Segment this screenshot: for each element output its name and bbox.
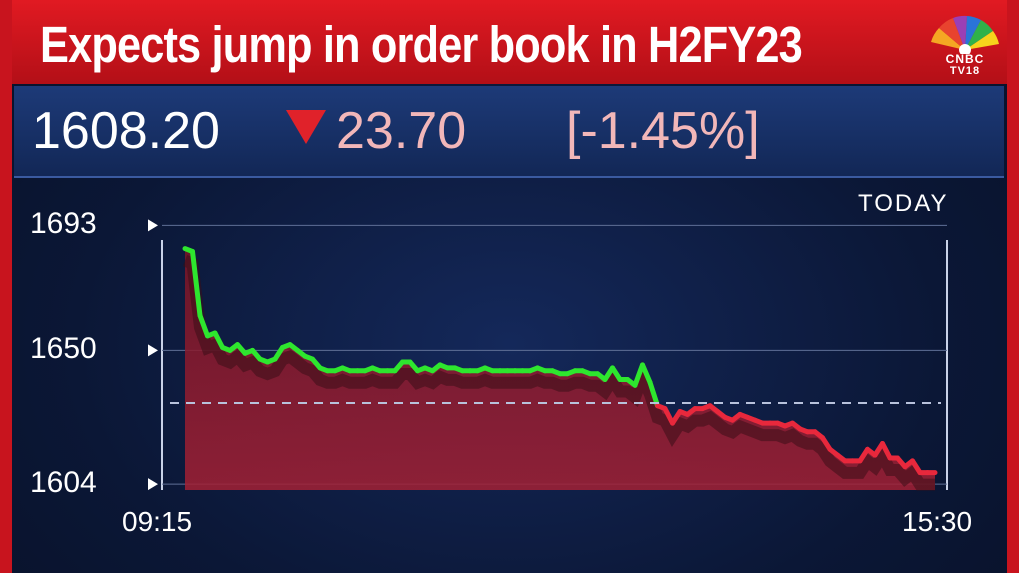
right-red-edge	[1007, 0, 1019, 573]
price-line-segment	[640, 362, 653, 385]
price-line-segment	[190, 249, 203, 318]
cnbc-tv18-logo: CNBC TV18	[928, 12, 1002, 78]
y-tick-marker-1650	[148, 344, 158, 357]
price-line-segment	[880, 441, 893, 461]
period-label: TODAY	[858, 190, 949, 217]
price-change: 23.70	[336, 102, 467, 160]
quote-bar: 1608.20 23.70 [-1.45%]	[14, 86, 1004, 178]
price-area-shadow	[182, 255, 935, 491]
price-line-segment	[212, 330, 225, 350]
logo-text-tv18: TV18	[949, 65, 981, 77]
headline: Expects jump in order book in H2FY23	[40, 16, 803, 73]
y-tick-label-1693: 1693	[30, 207, 97, 241]
percent-change: [-1.45%]	[566, 102, 760, 160]
last-price: 1608.20	[32, 102, 220, 160]
y-tick-marker-1693	[148, 219, 158, 232]
left-red-edge	[0, 0, 12, 573]
logo-text-cnbc: CNBC	[945, 52, 985, 66]
peacock-icon	[931, 15, 999, 56]
y-tick-label-1650: 1650	[30, 332, 97, 366]
down-arrow-icon	[286, 110, 326, 144]
headline-bar: Expects jump in order book in H2FY23	[12, 0, 1007, 84]
x-tick-label-1530: 15:30	[902, 506, 973, 537]
price-line-segment	[647, 379, 660, 409]
y-tick-label-1604: 1604	[30, 466, 97, 500]
x-tick-label-0915: 09:15	[122, 506, 193, 537]
price-line-segment	[197, 313, 210, 339]
y-tick-marker-1604	[148, 478, 158, 491]
